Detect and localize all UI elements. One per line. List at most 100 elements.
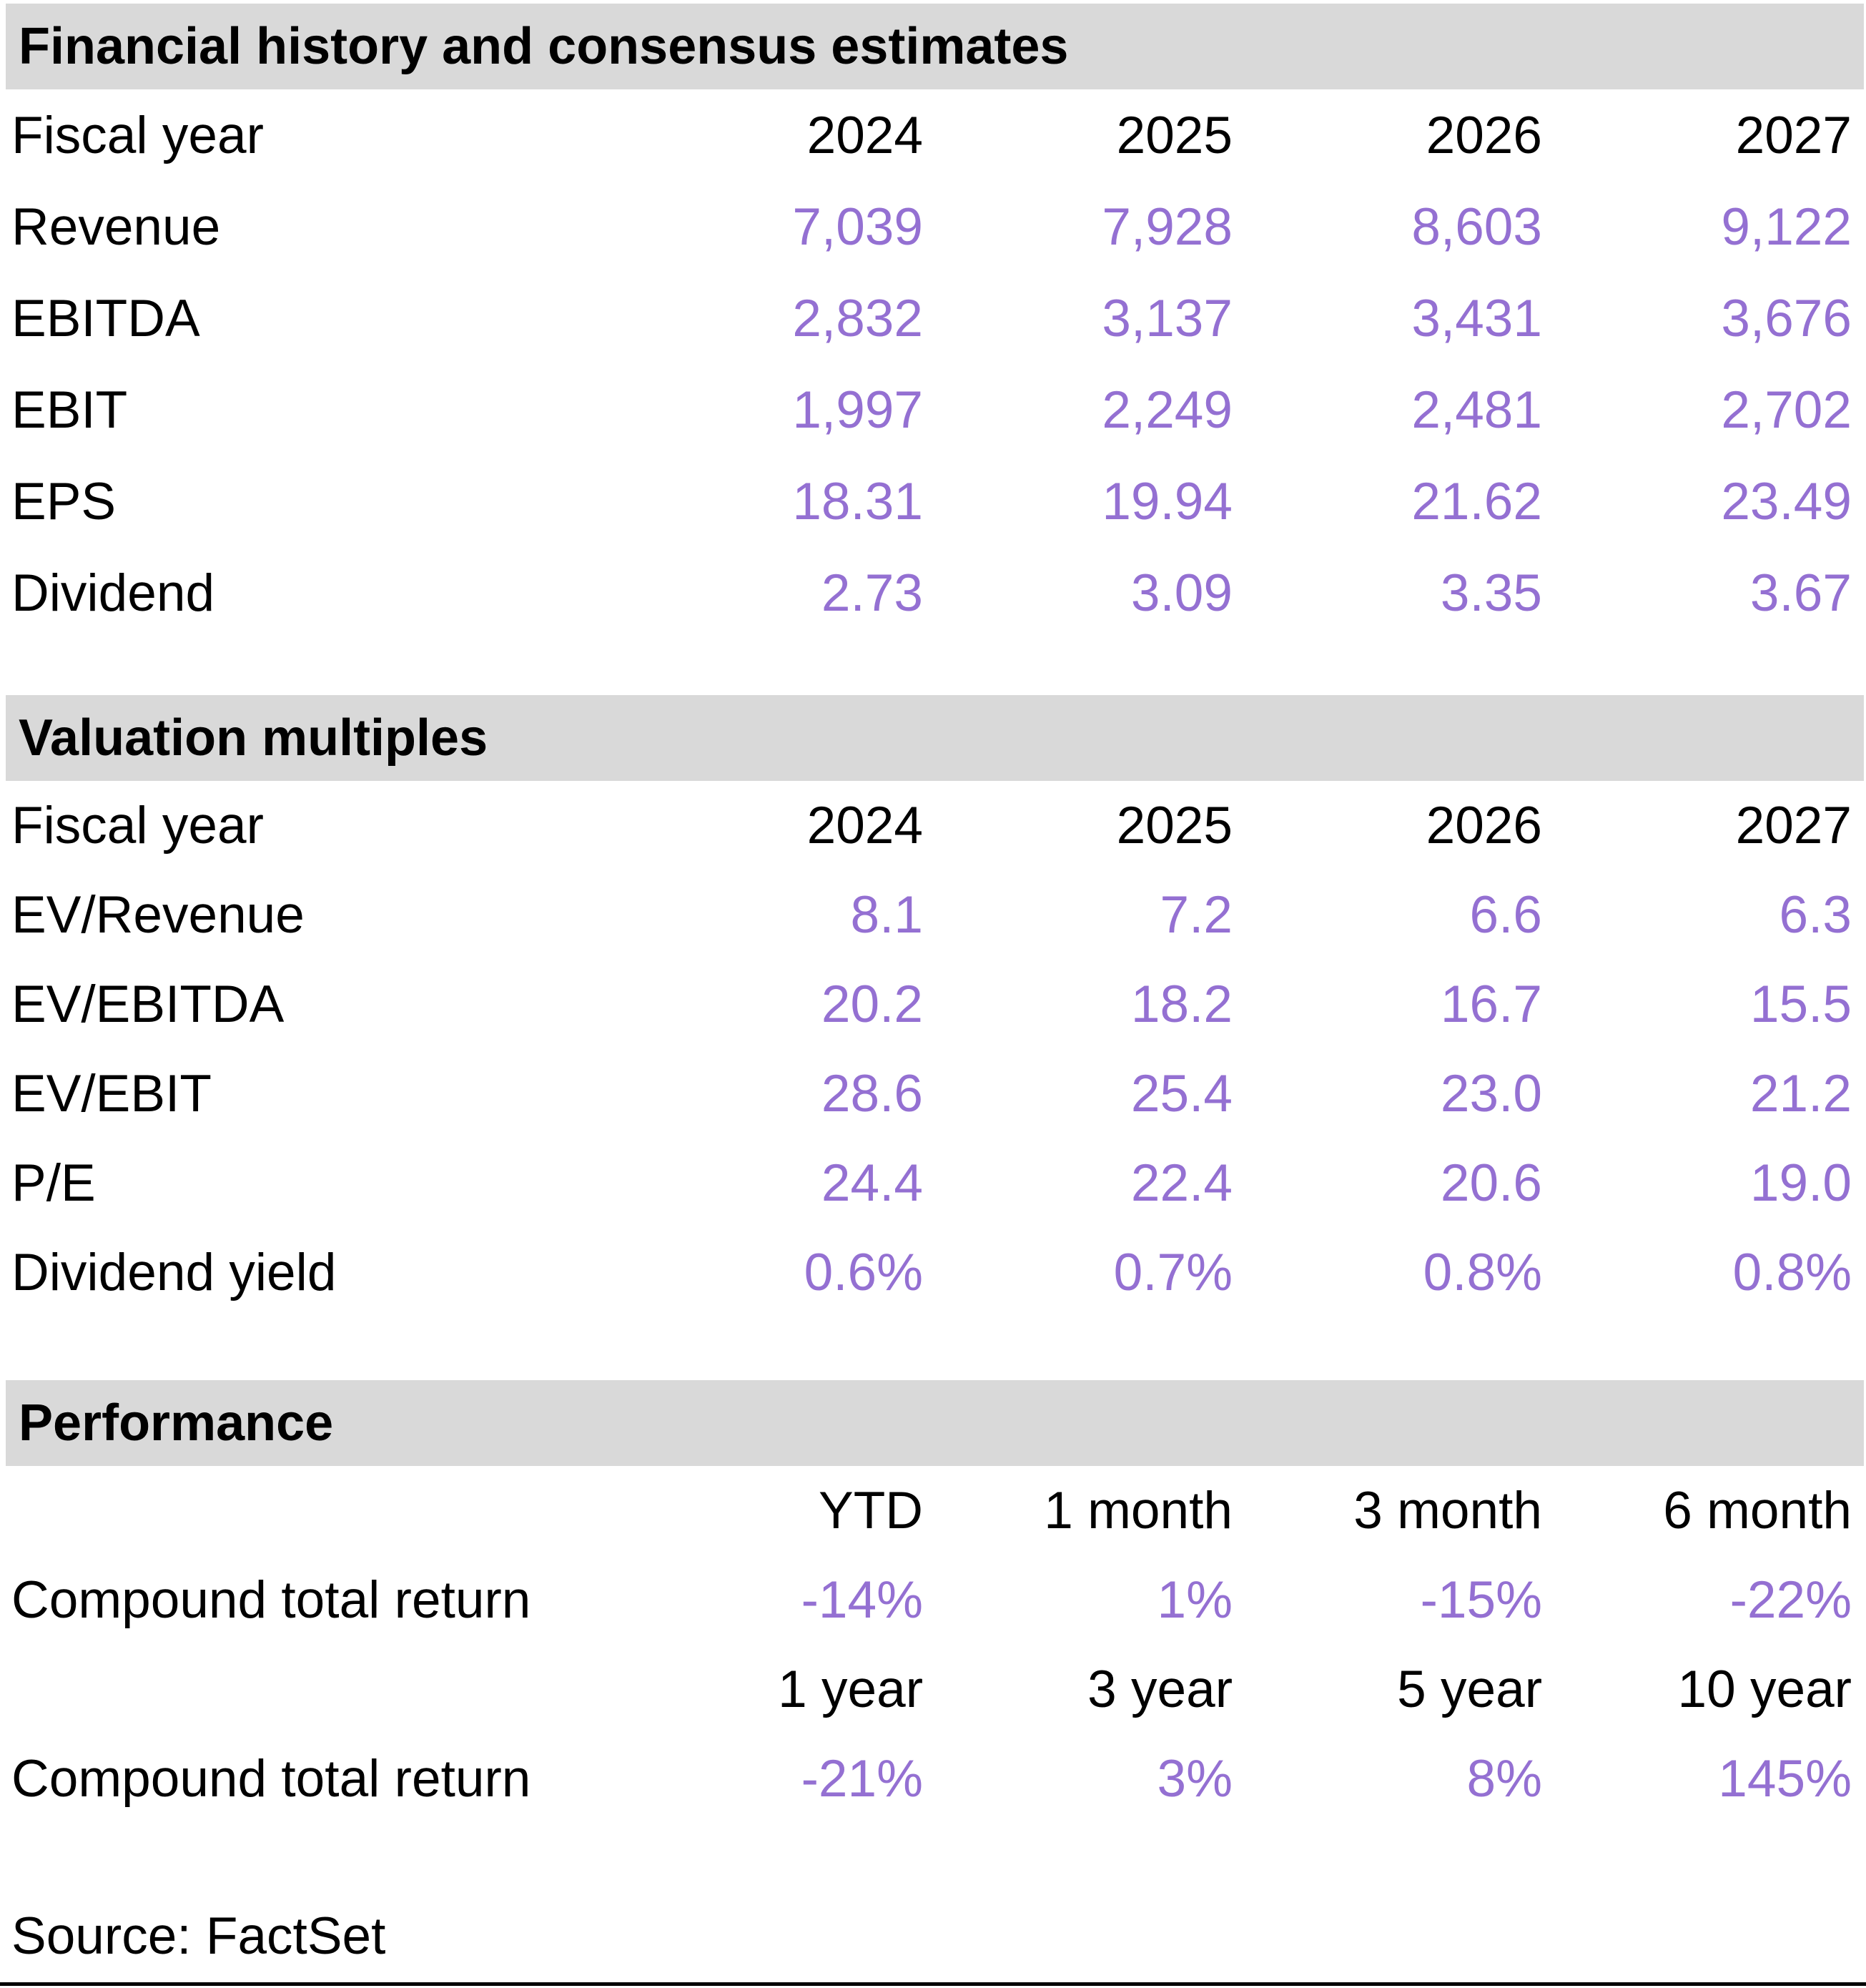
row-label: P/E <box>11 1154 96 1212</box>
table-row-revenue: Revenue 7,039 7,928 8,603 9,122 <box>0 181 1866 272</box>
cell-value: 3,676 <box>1721 289 1852 348</box>
cell-value: 8,603 <box>1411 197 1542 256</box>
column-header-3-year: 3 year <box>1087 1660 1233 1718</box>
performance-table: YTD 1 month 3 month 6 month Compound tot… <box>0 1466 1866 1824</box>
cell-value: 22.4 <box>1130 1154 1233 1212</box>
column-header-2025: 2025 <box>1116 797 1233 855</box>
cell-value: 7,928 <box>1102 197 1233 256</box>
cell-value: 2,832 <box>792 289 923 348</box>
column-header-1-month: 1 month <box>1044 1482 1233 1540</box>
table-row-ebitda: EBITDA 2,832 3,137 3,431 3,676 <box>0 272 1866 364</box>
cell-value: 18.31 <box>792 472 923 531</box>
column-header-2027: 2027 <box>1735 106 1852 164</box>
column-header-2025: 2025 <box>1116 106 1233 164</box>
row-label: Fiscal year <box>11 106 264 164</box>
row-label: Dividend yield <box>11 1244 337 1301</box>
cell-value: 1% <box>1157 1571 1233 1629</box>
cell-value: 8.1 <box>850 886 923 944</box>
cell-value: 3% <box>1157 1750 1233 1808</box>
cell-value: 6.6 <box>1469 886 1542 944</box>
table-header-row: Fiscal year 2024 2025 2026 2027 <box>0 781 1866 870</box>
cell-value: 0.6% <box>804 1244 923 1301</box>
section-header-performance: Performance <box>6 1380 1864 1466</box>
cell-value: 0.7% <box>1113 1244 1233 1301</box>
cell-value: 2,702 <box>1721 380 1852 439</box>
row-label: EV/EBITDA <box>11 975 285 1033</box>
table-row-dividend-yield: Dividend yield 0.6% 0.7% 0.8% 0.8% <box>0 1228 1866 1317</box>
cell-value: 3.09 <box>1130 564 1233 622</box>
cell-value: 9,122 <box>1721 197 1852 256</box>
row-label: EV/EBIT <box>11 1065 212 1123</box>
row-label: Compound total return <box>11 1571 531 1629</box>
cell-value: -22% <box>1729 1571 1852 1629</box>
section-title: Performance <box>19 1394 334 1452</box>
cell-value: 2,481 <box>1411 380 1542 439</box>
cell-value: 23.49 <box>1721 472 1852 531</box>
column-header-10-year: 10 year <box>1677 1660 1852 1718</box>
cell-value: 3,431 <box>1411 289 1542 348</box>
row-label: EPS <box>11 472 117 531</box>
table-row-ebit: EBIT 1,997 2,249 2,481 2,702 <box>0 364 1866 456</box>
column-header-6-month: 6 month <box>1663 1482 1852 1540</box>
cell-value: 18.2 <box>1130 975 1233 1033</box>
cell-value: -15% <box>1420 1571 1542 1629</box>
cell-value: 6.3 <box>1779 886 1852 944</box>
row-label: EBIT <box>11 380 128 439</box>
cell-value: 2,249 <box>1102 380 1233 439</box>
table-row-ev-ebit: EV/EBIT 28.6 25.4 23.0 21.2 <box>0 1049 1866 1138</box>
cell-value: 15.5 <box>1749 975 1852 1033</box>
row-label: Compound total return <box>11 1750 531 1808</box>
table-row-dividend: Dividend 2.73 3.09 3.35 3.67 <box>0 547 1866 639</box>
source-attribution: Source: FactSet <box>0 1902 1866 1970</box>
column-header-2024: 2024 <box>806 797 923 855</box>
table-header-row: Fiscal year 2024 2025 2026 2027 <box>0 89 1866 181</box>
table-row-compound-total-return-long: Compound total return -21% 3% 8% 145% <box>0 1734 1866 1824</box>
cell-value: -14% <box>801 1571 923 1629</box>
cell-value: 8% <box>1466 1750 1542 1808</box>
cell-value: 3,137 <box>1102 289 1233 348</box>
section-title: Financial history and consensus estimate… <box>19 18 1069 75</box>
cell-value: 28.6 <box>821 1065 923 1123</box>
cell-value: 19.94 <box>1102 472 1233 531</box>
cell-value: 145% <box>1718 1750 1852 1808</box>
table-row-eps: EPS 18.31 19.94 21.62 23.49 <box>0 456 1866 547</box>
column-header-2026: 2026 <box>1426 797 1542 855</box>
cell-value: 2.73 <box>821 564 923 622</box>
section-title: Valuation multiples <box>19 709 488 767</box>
table-row-ev-ebitda: EV/EBITDA 20.2 18.2 16.7 15.5 <box>0 960 1866 1049</box>
cell-value: 7.2 <box>1160 886 1233 944</box>
cell-value: -21% <box>801 1750 923 1808</box>
valuation-multiples-table: Fiscal year 2024 2025 2026 2027 EV/Reven… <box>0 781 1866 1317</box>
table-header-row-long-periods: 1 year 3 year 5 year 10 year <box>0 1645 1866 1734</box>
cell-value: 19.0 <box>1749 1154 1852 1212</box>
row-label: EBITDA <box>11 289 200 348</box>
row-label: Revenue <box>11 197 221 256</box>
column-header-2026: 2026 <box>1426 106 1542 164</box>
source-text: Source: FactSet <box>11 1907 386 1965</box>
section-header-financial-history: Financial history and consensus estimate… <box>6 4 1864 89</box>
cell-value: 23.0 <box>1440 1065 1542 1123</box>
row-label: Dividend <box>11 564 215 622</box>
cell-value: 16.7 <box>1440 975 1542 1033</box>
column-header-2024: 2024 <box>806 106 923 164</box>
table-row-ev-revenue: EV/Revenue 8.1 7.2 6.6 6.3 <box>0 870 1866 960</box>
cell-value: 1,997 <box>792 380 923 439</box>
column-header-ytd: YTD <box>819 1482 923 1540</box>
cell-value: 20.6 <box>1440 1154 1542 1212</box>
column-header-5-year: 5 year <box>1397 1660 1542 1718</box>
table-row-pe: P/E 24.4 22.4 20.6 19.0 <box>0 1138 1866 1228</box>
table-header-row-short-periods: YTD 1 month 3 month 6 month <box>0 1466 1866 1555</box>
cell-value: 0.8% <box>1732 1244 1852 1301</box>
cell-value: 20.2 <box>821 975 923 1033</box>
column-header-1-year: 1 year <box>778 1660 923 1718</box>
cell-value: 21.62 <box>1411 472 1542 531</box>
financial-history-table: Fiscal year 2024 2025 2026 2027 Revenue … <box>0 89 1866 639</box>
column-header-2027: 2027 <box>1735 797 1852 855</box>
cell-value: 3.67 <box>1749 564 1852 622</box>
column-header-3-month: 3 month <box>1353 1482 1542 1540</box>
cell-value: 25.4 <box>1130 1065 1233 1123</box>
cell-value: 24.4 <box>821 1154 923 1212</box>
row-label: EV/Revenue <box>11 886 305 944</box>
cell-value: 21.2 <box>1749 1065 1852 1123</box>
cell-value: 3.35 <box>1440 564 1542 622</box>
